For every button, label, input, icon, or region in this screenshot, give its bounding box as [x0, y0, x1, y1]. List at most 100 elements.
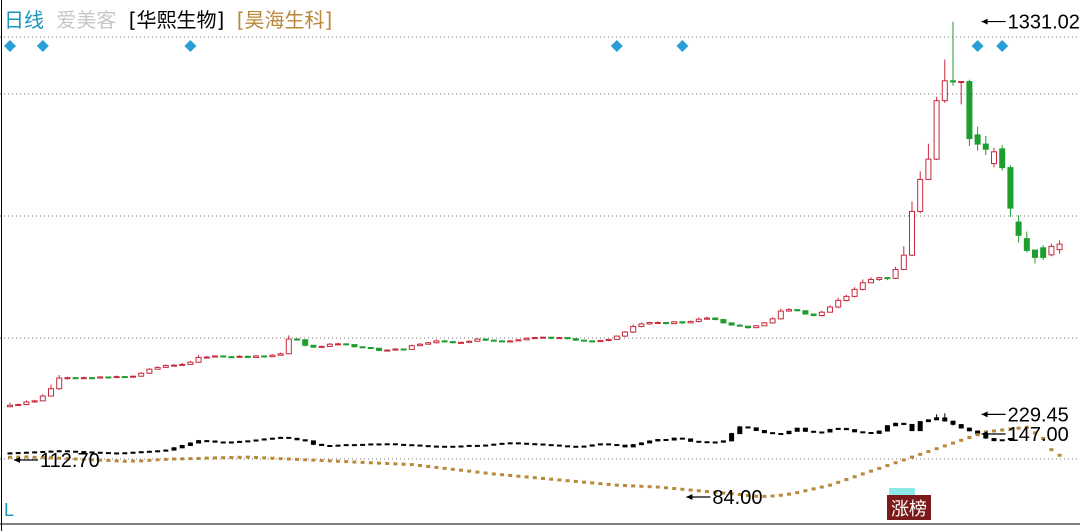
price-point: [270, 456, 275, 460]
price-point: [1008, 427, 1013, 431]
candle-body: [105, 452, 111, 455]
rank-badge-label: 涨榜: [891, 499, 927, 520]
candle: [23, 451, 29, 454]
candle-body: [737, 426, 743, 435]
candle-body: [146, 450, 152, 453]
price-point: [557, 478, 562, 482]
candle-body: [695, 318, 702, 322]
candle: [802, 427, 808, 432]
candle: [933, 97, 940, 160]
period-label[interactable]: 日线: [4, 8, 44, 32]
candle-body: [220, 441, 226, 444]
candle: [417, 444, 423, 447]
candle: [351, 344, 358, 348]
price-point: [803, 489, 808, 493]
price-point: [213, 456, 217, 460]
candle-body: [646, 322, 653, 325]
candle: [343, 444, 349, 447]
annotation-3: 147.00: [981, 424, 1069, 446]
rank-badge[interactable]: [887, 495, 931, 520]
candle: [581, 445, 587, 448]
candle: [113, 375, 120, 379]
candle-body: [89, 377, 95, 380]
price-point: [147, 458, 152, 462]
candle: [162, 364, 169, 368]
candle: [122, 452, 128, 455]
price-point: [196, 456, 201, 460]
candle-body: [401, 443, 407, 446]
candle: [991, 437, 997, 442]
candle-body: [64, 377, 71, 380]
candle: [1023, 231, 1030, 253]
price-point: [57, 456, 62, 460]
annotation-5: 112.70: [14, 450, 100, 472]
price-point: [336, 459, 340, 463]
candle-body: [212, 440, 218, 443]
price-point: [188, 457, 193, 461]
price-point: [705, 490, 709, 494]
candle: [72, 376, 79, 380]
candle-body: [991, 151, 997, 165]
candle: [286, 436, 292, 439]
candle-body: [556, 444, 562, 447]
price-point: [910, 455, 914, 459]
candle: [269, 437, 275, 440]
candle-body: [384, 349, 391, 352]
candle-body: [876, 430, 882, 434]
candle: [171, 447, 177, 451]
candle-body: [827, 306, 833, 313]
candle-body: [204, 440, 210, 443]
candle: [647, 440, 653, 444]
price-point: [237, 455, 242, 459]
candle-body: [278, 436, 284, 439]
candle-body: [565, 445, 571, 448]
candle-body: [351, 444, 357, 447]
annotation-label: 84.00: [712, 487, 762, 509]
legend-series-2[interactable]: [华熙生物]: [128, 8, 225, 32]
price-point: [918, 452, 923, 456]
candle: [835, 427, 841, 430]
price-point: [655, 485, 660, 489]
candle: [909, 201, 915, 257]
candle-body: [400, 348, 407, 351]
candle: [302, 339, 309, 347]
candle: [351, 444, 357, 447]
legend-series-1[interactable]: 爱美客: [56, 8, 117, 32]
candle: [515, 442, 521, 445]
candle-body: [196, 440, 202, 444]
candle: [663, 322, 669, 325]
candle-body: [56, 377, 63, 390]
candle: [925, 419, 931, 423]
candle-body: [326, 343, 333, 347]
annotation-1: 1331.02: [981, 12, 1080, 34]
legend-series-3[interactable]: [昊海生科]: [236, 8, 333, 32]
candle: [130, 375, 136, 378]
candle-body: [679, 321, 686, 324]
candle: [638, 442, 644, 446]
candle-body: [941, 80, 948, 102]
candle-body: [146, 368, 153, 374]
candle: [179, 362, 186, 366]
candle: [531, 336, 538, 340]
price-point: [992, 429, 996, 433]
candle-body: [917, 421, 923, 432]
candle-body: [236, 355, 243, 358]
candle: [917, 171, 924, 214]
candle: [597, 339, 604, 343]
candle: [655, 439, 661, 442]
series-1: [7, 21, 1063, 408]
price-point: [155, 458, 160, 462]
candle-body: [162, 365, 169, 368]
candle: [1015, 215, 1022, 243]
price-point: [491, 472, 496, 476]
candle-body: [80, 377, 87, 380]
candle-body: [901, 422, 907, 425]
candle-body: [64, 450, 70, 453]
candle: [1040, 245, 1047, 260]
candle: [171, 364, 177, 367]
price-point: [893, 461, 898, 465]
candle: [450, 445, 456, 448]
candle: [589, 444, 595, 447]
price-point: [475, 470, 480, 474]
